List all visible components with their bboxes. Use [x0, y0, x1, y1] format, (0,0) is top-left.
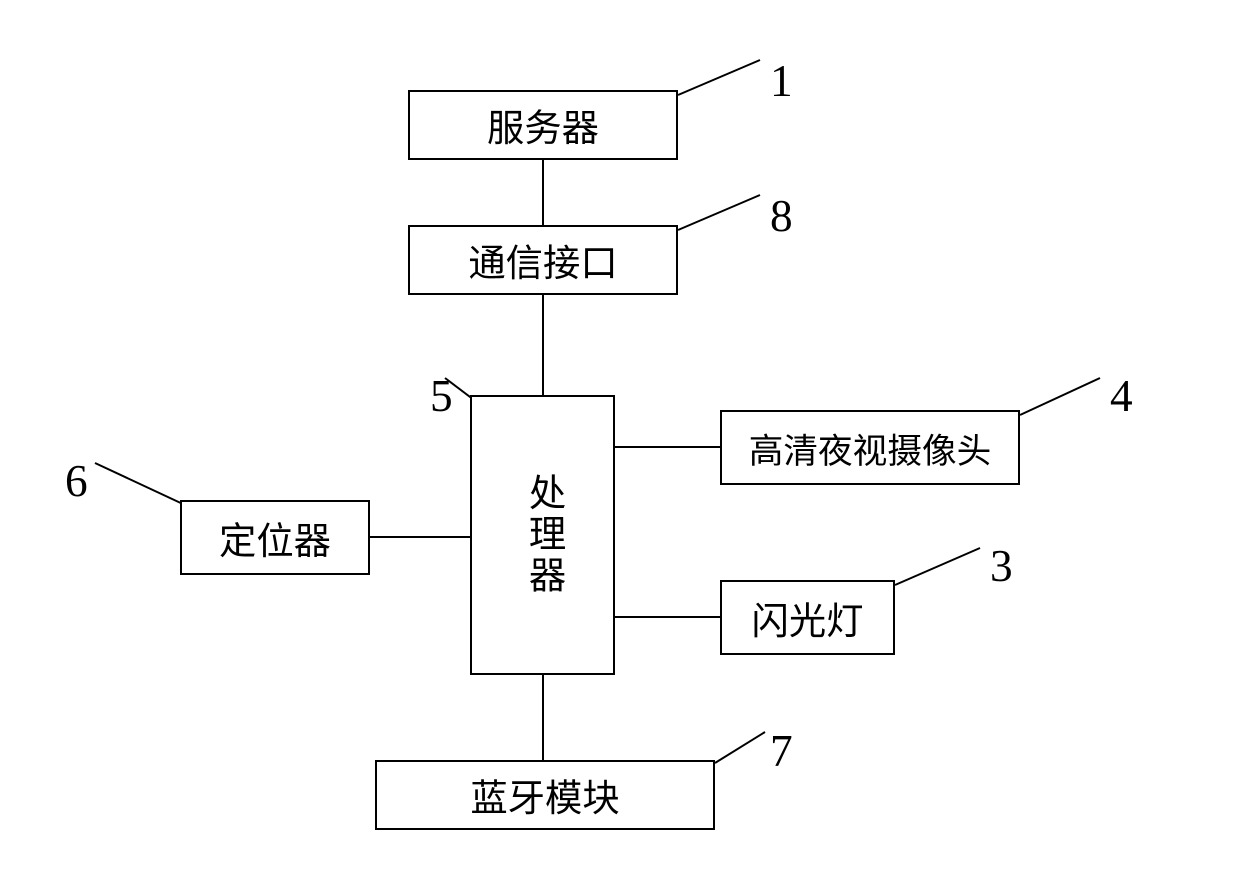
- node-camera-text: 高清夜视摄像头: [749, 423, 992, 473]
- num-6: 6: [65, 455, 88, 507]
- num-1: 1: [770, 55, 793, 107]
- num-5: 5: [430, 370, 453, 422]
- num-4: 4: [1110, 370, 1133, 422]
- node-processor-text: 处理器: [516, 473, 570, 597]
- num-3: 3: [990, 540, 1013, 592]
- node-bluetooth: 蓝牙模块: [375, 760, 715, 830]
- num-7: 7: [770, 725, 793, 777]
- node-comm-interface: 通信接口: [408, 225, 678, 295]
- node-processor: 处理器: [470, 395, 615, 675]
- node-camera: 高清夜视摄像头: [720, 410, 1020, 485]
- node-server-text: 服务器: [487, 98, 599, 152]
- node-flash-text: 闪光灯: [752, 591, 864, 645]
- node-bluetooth-text: 蓝牙模块: [470, 768, 619, 822]
- node-comm-text: 通信接口: [468, 233, 617, 287]
- node-flash: 闪光灯: [720, 580, 895, 655]
- node-locator-text: 定位器: [219, 511, 331, 565]
- num-8: 8: [770, 190, 793, 242]
- diagram-stage: 服务器 1 通信接口 8 处理器 5 高清夜视摄像头 4 闪光灯 3 定位器 6…: [0, 0, 1240, 871]
- node-server: 服务器: [408, 90, 678, 160]
- node-locator: 定位器: [180, 500, 370, 575]
